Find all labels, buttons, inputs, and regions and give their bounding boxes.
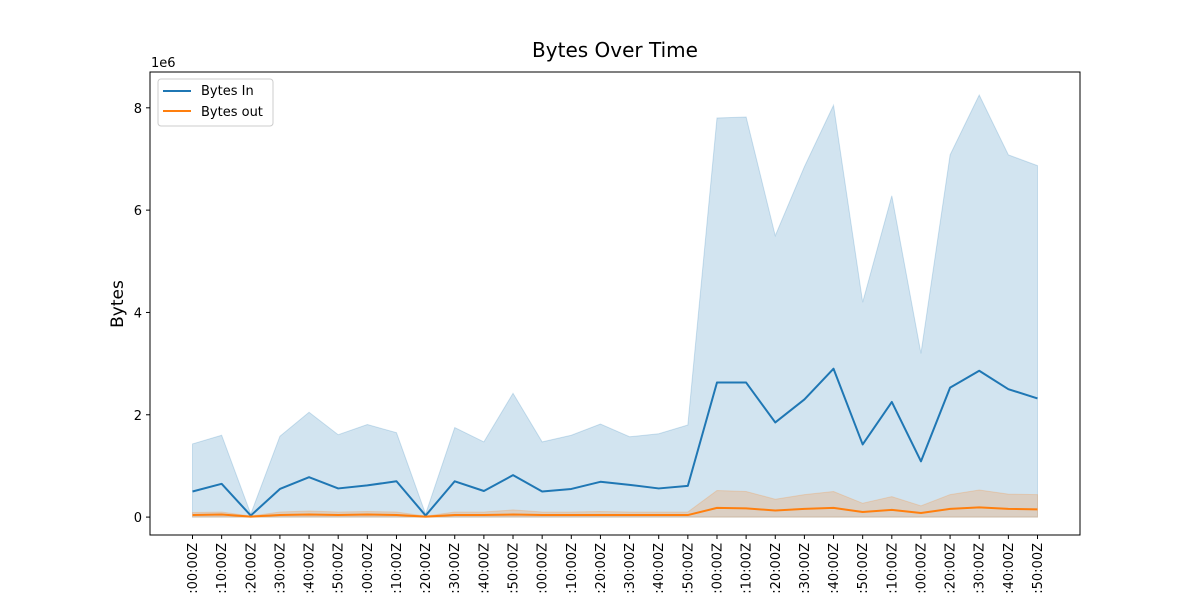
x-tick-label: :00:00Z (536, 543, 551, 594)
x-tick-label: :50:00Z (1031, 543, 1046, 594)
x-tick-label: :20:00Z (594, 543, 609, 594)
line-series-0 (192, 367, 1038, 517)
x-tick-label: :30:00Z (973, 543, 988, 594)
y-tick-label: 0 (134, 511, 142, 526)
x-tick-label: :00:00Z (186, 543, 201, 594)
x-tick-label: :00:00Z (361, 543, 376, 594)
legend-label-bytes-out: Bytes out (201, 105, 263, 120)
x-tick-label: :30:00Z (623, 543, 638, 594)
x-axis-ticks: :00:00Z :10:00Z :20:00Z :30:00Z :40:00Z :50:0… (186, 535, 1046, 594)
series-lines (192, 367, 1038, 518)
x-tick-label: :10:00Z (885, 543, 900, 594)
band-series-0 (192, 93, 1038, 518)
band-series-1 (192, 489, 1038, 518)
plot-area-frame (149, 71, 1081, 536)
x-tick-label: :20:00Z (944, 543, 959, 594)
x-tick-label: :30:00Z (798, 543, 813, 594)
y-tick-label: 8 (134, 102, 142, 117)
y-tick-label: 6 (134, 204, 142, 219)
chart-title: Bytes Over Time (532, 38, 698, 62)
x-tick-label: :50:00Z (332, 543, 347, 594)
x-tick-label: :50:00Z (681, 543, 696, 594)
x-tick-label: :20:00Z (244, 543, 259, 594)
x-tick-label: :20:00Z (769, 543, 784, 594)
x-tick-label: :40:00Z (827, 543, 842, 594)
x-tick-label: :10:00Z (215, 543, 230, 594)
y-tick-label: 4 (134, 306, 142, 321)
x-tick-label: :10:00Z (740, 543, 755, 594)
confidence-bands (192, 93, 1038, 518)
x-tick-label: :40:00Z (303, 543, 318, 594)
x-tick-label: :40:00Z (652, 543, 667, 594)
x-tick-label: :40:00Z (477, 543, 492, 594)
x-tick-label: :30:00Z (273, 543, 288, 594)
x-tick-label: :00:00Z (710, 543, 725, 594)
legend-label-bytes-in: Bytes In (201, 84, 254, 99)
legend: Bytes In Bytes out (157, 78, 274, 127)
x-tick-label: :10:00Z (390, 543, 405, 594)
y-axis-label: Bytes (108, 280, 128, 328)
x-tick-label: :30:00Z (448, 543, 463, 594)
y-axis-scale-label: 1e6 (151, 56, 176, 71)
y-axis-ticks: 0 2 4 6 8 (134, 102, 150, 526)
x-tick-label: :50:00Z (856, 543, 871, 594)
x-tick-label: :50:00Z (507, 543, 522, 594)
y-tick-label: 2 (134, 409, 142, 424)
x-tick-label: :00:00Z (914, 543, 929, 594)
x-tick-label: :10:00Z (565, 543, 580, 594)
x-tick-label: :40:00Z (1002, 543, 1017, 594)
line-series-1 (192, 506, 1038, 518)
x-tick-label: :20:00Z (419, 543, 434, 594)
